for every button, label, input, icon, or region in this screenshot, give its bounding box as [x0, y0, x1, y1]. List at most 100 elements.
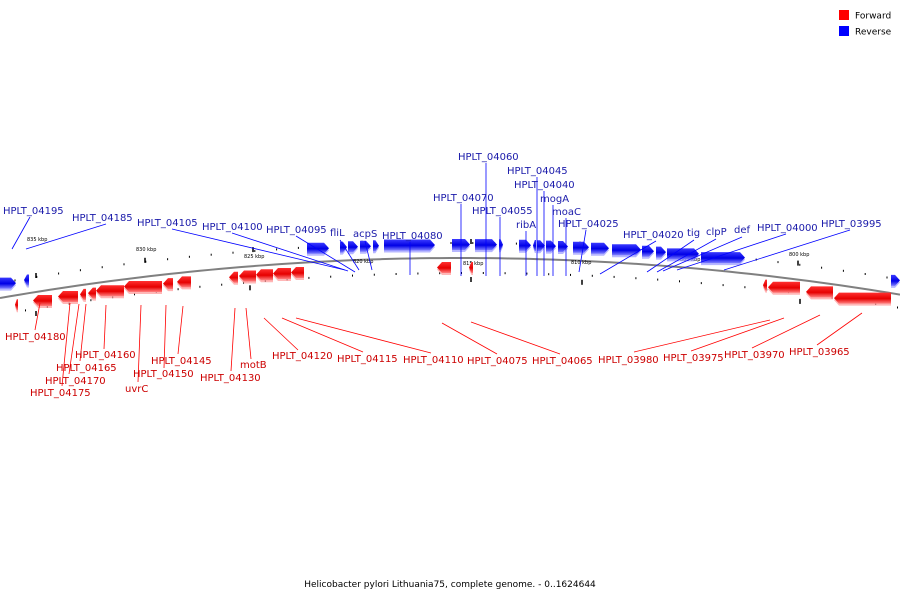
minor-tick [14, 279, 16, 282]
gene-label[interactable]: HPLT_04055 [472, 206, 533, 217]
forward-gene-arrow[interactable] [239, 270, 256, 282]
gene-label[interactable]: HPLT_04170 [45, 376, 106, 387]
reverse-gene-arrow[interactable] [591, 242, 609, 254]
gene-label[interactable]: HPLT_04175 [30, 388, 91, 399]
gene-label[interactable]: HPLT_03975 [663, 353, 724, 364]
gene-label[interactable]: HPLT_04080 [382, 231, 443, 242]
gene-label[interactable]: HPLT_04120 [272, 351, 333, 362]
reverse-gene-arrow[interactable] [307, 242, 329, 254]
reverse-gene-arrow[interactable] [701, 252, 745, 264]
forward-gene-arrow[interactable] [437, 262, 451, 273]
forward-gene-arrow[interactable] [88, 287, 96, 299]
gene-label[interactable]: HPLT_04105 [137, 218, 198, 229]
forward-gene-labels: HPLT_04180 HPLT_04175 HPLT_04170 HPLT_04… [5, 332, 850, 399]
reverse-gene-arrow[interactable] [24, 274, 29, 286]
gene-label[interactable]: HPLT_04115 [337, 354, 398, 365]
forward-gene-arrow[interactable] [834, 292, 891, 304]
gene-label[interactable]: HPLT_04165 [56, 363, 117, 374]
gene-label[interactable]: ribA [516, 220, 536, 231]
forward-gene-arrow[interactable] [96, 285, 124, 297]
reverse-gene-arrow[interactable] [558, 241, 568, 252]
gene-label[interactable]: fliL [330, 228, 345, 239]
minor-tick [515, 242, 517, 245]
gene-label[interactable]: HPLT_04060 [458, 152, 519, 163]
gene-label[interactable]: clpP [706, 227, 727, 238]
reverse-gene-arrow[interactable] [573, 241, 589, 253]
gene-label[interactable]: HPLT_03980 [598, 355, 659, 366]
gene-label[interactable]: HPLT_04195 [3, 206, 64, 217]
reverse-gene-arrow[interactable] [373, 240, 379, 252]
reverse-gene-arrow[interactable] [667, 248, 699, 260]
reverse-gene-arrow[interactable] [519, 239, 531, 251]
gene-label[interactable]: tig [687, 228, 700, 239]
reverse-gene-arrow[interactable] [537, 240, 545, 252]
reverse-gene-arrow[interactable] [348, 241, 358, 253]
gene-label[interactable]: HPLT_04095 [266, 225, 327, 236]
forward-gene-arrow[interactable] [124, 281, 162, 292]
gene-label[interactable]: HPLT_04025 [558, 219, 619, 230]
forward-gene-arrow[interactable] [806, 286, 833, 298]
forward-gene-arrow[interactable] [163, 278, 173, 290]
gene-label[interactable]: HPLT_03965 [789, 347, 850, 358]
forward-gene-arrow[interactable] [273, 268, 291, 279]
gene-label[interactable]: HPLT_04185 [72, 213, 133, 224]
reverse-gene-arrow[interactable] [546, 240, 556, 252]
gene-label[interactable]: HPLT_04020 [623, 230, 684, 241]
gene-label[interactable]: HPLT_04045 [507, 166, 568, 177]
minor-tick [461, 272, 462, 274]
reverse-gene-arrow[interactable] [533, 240, 536, 251]
gene-label[interactable]: HPLT_04100 [202, 222, 263, 233]
gene-label[interactable]: HPLT_04065 [532, 356, 593, 367]
gene-features [0, 239, 900, 313]
gene-label[interactable]: HPLT_03995 [821, 219, 882, 230]
forward-gene-arrow[interactable] [256, 269, 273, 281]
gene-label[interactable]: HPLT_04075 [467, 356, 528, 367]
gene-label[interactable]: HPLT_04130 [200, 373, 261, 384]
label-leader-line [441, 322, 498, 355]
gene-label[interactable]: HPLT_04000 [757, 223, 818, 234]
reverse-gene-arrow[interactable] [612, 244, 641, 256]
label-leader-line [79, 303, 87, 362]
reverse-gene-arrow[interactable] [0, 277, 16, 289]
reverse-gene-arrow[interactable] [656, 246, 666, 258]
forward-gene-arrow[interactable] [80, 288, 86, 300]
forward-gene-arrow[interactable] [291, 267, 304, 278]
label-leader-line [231, 232, 349, 272]
label-leader-line [245, 307, 252, 360]
gene-label[interactable]: acpS [353, 229, 377, 240]
gene-label[interactable]: HPLT_04180 [5, 332, 66, 343]
forward-gene-arrow[interactable] [229, 271, 238, 283]
reverse-gene-arrow[interactable] [384, 239, 435, 251]
gene-label[interactable]: HPLT_04110 [403, 355, 464, 366]
forward-gene-arrow[interactable] [15, 299, 18, 311]
forward-gene-arrow[interactable] [58, 291, 78, 302]
gene-label[interactable]: HPLT_04070 [433, 193, 494, 204]
label-leader-line [25, 223, 107, 250]
gene-label[interactable]: HPLT_04145 [151, 356, 212, 367]
gene-label[interactable]: motB [240, 360, 267, 371]
minor-tick [79, 269, 81, 272]
forward-gene-arrow[interactable] [768, 281, 800, 293]
gene-label[interactable]: moaC [552, 207, 581, 218]
gene-label[interactable]: HPLT_04160 [75, 350, 136, 361]
reverse-gene-arrow[interactable] [360, 240, 371, 252]
minor-tick [821, 266, 823, 269]
gene-label[interactable]: HPLT_04040 [514, 180, 575, 191]
minor-tick [177, 288, 179, 291]
forward-gene-arrow[interactable] [469, 262, 473, 273]
label-leader-line [137, 304, 142, 383]
forward-gene-arrow[interactable] [763, 279, 767, 291]
gene-label[interactable]: HPLT_04150 [133, 369, 194, 380]
gene-label[interactable]: HPLT_03970 [724, 350, 785, 361]
forward-gene-arrow[interactable] [33, 295, 52, 306]
reverse-gene-arrow[interactable] [891, 274, 900, 286]
forward-gene-arrow[interactable] [177, 276, 191, 288]
reverse-gene-arrow[interactable] [340, 241, 347, 253]
minor-tick [167, 258, 169, 261]
label-leader-line [364, 240, 373, 271]
gene-label[interactable]: uvrC [125, 384, 148, 395]
label-leader-line [163, 304, 167, 369]
gene-label[interactable]: mogA [540, 194, 569, 205]
reverse-gene-arrow[interactable] [642, 245, 654, 257]
gene-label[interactable]: def [734, 225, 751, 236]
